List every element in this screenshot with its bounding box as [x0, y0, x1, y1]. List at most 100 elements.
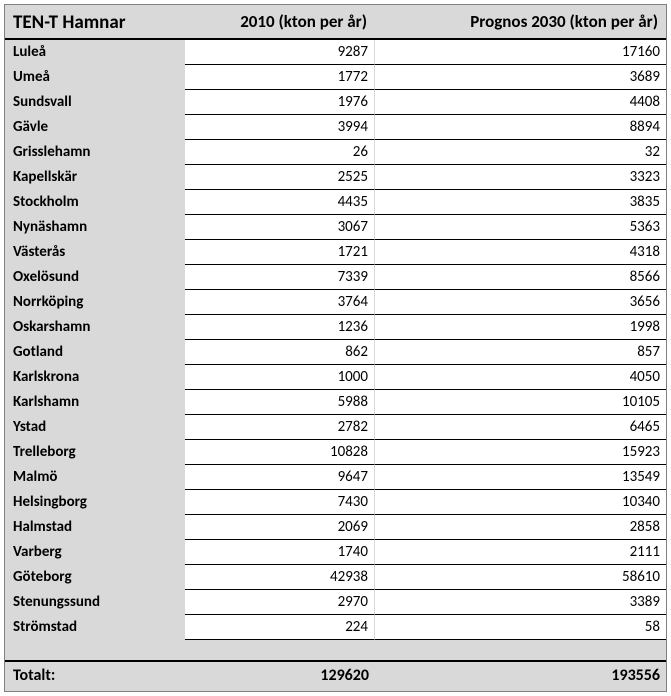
table-row: Gävle39948894: [5, 115, 666, 140]
table-row: Grisslehamn2632: [5, 140, 666, 165]
header-2010: 2010 (kton per år): [185, 5, 375, 38]
table-row: Göteborg4293858610: [5, 565, 666, 590]
port-name: Grisslehamn: [5, 140, 185, 165]
value-2010: 5988: [185, 390, 375, 415]
port-name: Göteborg: [5, 565, 185, 590]
port-name: Kapellskär: [5, 165, 185, 190]
table-row: Gotland862857: [5, 340, 666, 365]
port-name: Helsingborg: [5, 490, 185, 515]
value-2010: 9287: [185, 40, 375, 65]
port-name: Oxelösund: [5, 265, 185, 290]
table-row: Strömstad22458: [5, 615, 666, 640]
header-2030: Prognos 2030 (kton per år): [375, 5, 666, 38]
value-2030: 4050: [375, 365, 666, 390]
value-2030: 15923: [375, 440, 666, 465]
value-2010: 862: [185, 340, 375, 365]
value-2030: 1998: [375, 315, 666, 340]
table-row: Ystad27826465: [5, 415, 666, 440]
value-2030: 4318: [375, 240, 666, 265]
total-row: Totalt: 129620 193556: [5, 662, 666, 691]
table-row: Varberg17402111: [5, 540, 666, 565]
value-2030: 10340: [375, 490, 666, 515]
port-name: Gävle: [5, 115, 185, 140]
table-row: Stenungssund29703389: [5, 590, 666, 615]
port-name: Umeå: [5, 65, 185, 90]
port-name: Karlshamn: [5, 390, 185, 415]
value-2030: 6465: [375, 415, 666, 440]
table-row: Stockholm44353835: [5, 190, 666, 215]
value-2010: 1721: [185, 240, 375, 265]
table-row: Karlskrona10004050: [5, 365, 666, 390]
table-row: Oskarshamn12361998: [5, 315, 666, 340]
value-2010: 2970: [185, 590, 375, 615]
value-2010: 1000: [185, 365, 375, 390]
value-2010: 1236: [185, 315, 375, 340]
value-2010: 42938: [185, 565, 375, 590]
value-2010: 7339: [185, 265, 375, 290]
port-name: Varberg: [5, 540, 185, 565]
port-name: Malmö: [5, 465, 185, 490]
value-2010: 1740: [185, 540, 375, 565]
port-name: Halmstad: [5, 515, 185, 540]
value-2030: 3323: [375, 165, 666, 190]
port-name: Gotland: [5, 340, 185, 365]
value-2030: 32: [375, 140, 666, 165]
value-2030: 13549: [375, 465, 666, 490]
value-2030: 10105: [375, 390, 666, 415]
value-2030: 8566: [375, 265, 666, 290]
header-name: TEN-T Hamnar: [5, 5, 185, 38]
value-2010: 3067: [185, 215, 375, 240]
table-body: Luleå928717160Umeå17723689Sundsvall19764…: [5, 40, 666, 640]
value-2030: 3835: [375, 190, 666, 215]
value-2010: 3764: [185, 290, 375, 315]
table-row: Halmstad20692858: [5, 515, 666, 540]
table-row: Karlshamn598810105: [5, 390, 666, 415]
table-row: Norrköping37643656: [5, 290, 666, 315]
value-2030: 2858: [375, 515, 666, 540]
total-2030: 193556: [375, 662, 666, 691]
value-2010: 224: [185, 615, 375, 640]
value-2030: 3656: [375, 290, 666, 315]
table-row: Oxelösund73398566: [5, 265, 666, 290]
value-2030: 58: [375, 615, 666, 640]
value-2030: 5363: [375, 215, 666, 240]
port-name: Ystad: [5, 415, 185, 440]
value-2010: 2069: [185, 515, 375, 540]
spacer-row: [5, 640, 666, 662]
table-row: Kapellskär25253323: [5, 165, 666, 190]
table-row: Sundsvall19764408: [5, 90, 666, 115]
port-name: Trelleborg: [5, 440, 185, 465]
port-name: Strömstad: [5, 615, 185, 640]
table-header-row: TEN-T Hamnar 2010 (kton per år) Prognos …: [5, 5, 666, 40]
total-2010: 129620: [185, 662, 375, 691]
port-name: Stenungssund: [5, 590, 185, 615]
total-label: Totalt:: [5, 662, 185, 691]
port-name: Stockholm: [5, 190, 185, 215]
port-name: Karlskrona: [5, 365, 185, 390]
port-name: Nynäshamn: [5, 215, 185, 240]
table-row: Helsingborg743010340: [5, 490, 666, 515]
port-name: Luleå: [5, 40, 185, 65]
value-2030: 3689: [375, 65, 666, 90]
table-row: Västerås17214318: [5, 240, 666, 265]
ten-t-ports-table: TEN-T Hamnar 2010 (kton per år) Prognos …: [4, 4, 667, 692]
value-2010: 3994: [185, 115, 375, 140]
value-2010: 7430: [185, 490, 375, 515]
value-2030: 4408: [375, 90, 666, 115]
value-2030: 17160: [375, 40, 666, 65]
table-row: Trelleborg1082815923: [5, 440, 666, 465]
table-row: Malmö964713549: [5, 465, 666, 490]
port-name: Sundsvall: [5, 90, 185, 115]
value-2010: 1976: [185, 90, 375, 115]
value-2030: 58610: [375, 565, 666, 590]
table-row: Umeå17723689: [5, 65, 666, 90]
port-name: Oskarshamn: [5, 315, 185, 340]
table-row: Luleå928717160: [5, 40, 666, 65]
value-2010: 1772: [185, 65, 375, 90]
value-2010: 9647: [185, 465, 375, 490]
value-2010: 2525: [185, 165, 375, 190]
value-2030: 8894: [375, 115, 666, 140]
value-2030: 3389: [375, 590, 666, 615]
value-2010: 26: [185, 140, 375, 165]
value-2010: 10828: [185, 440, 375, 465]
